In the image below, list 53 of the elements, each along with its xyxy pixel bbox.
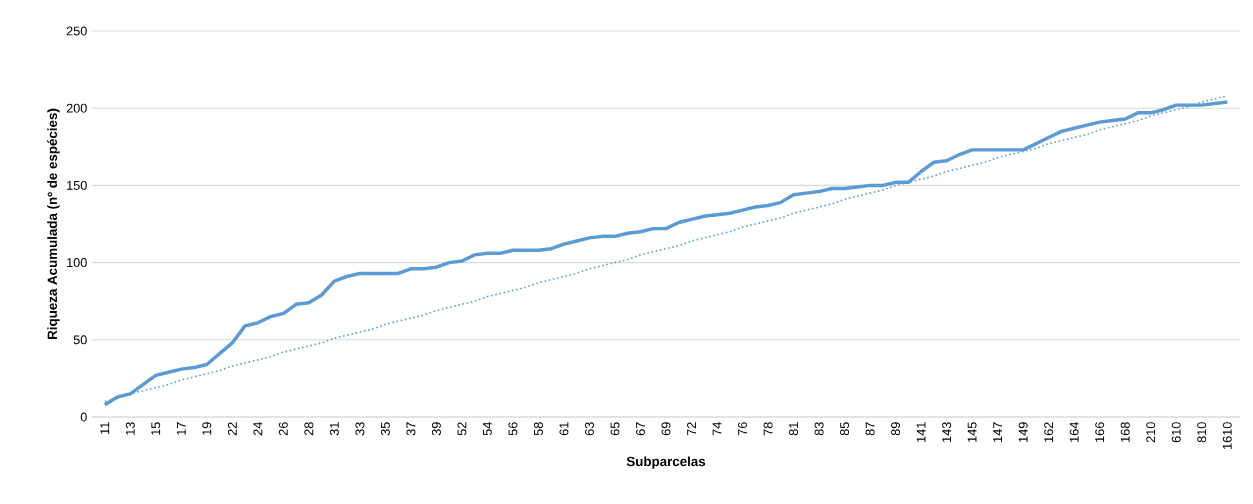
y-tick-label: 50 bbox=[73, 335, 87, 345]
x-tick-label: 13 bbox=[125, 422, 135, 435]
x-tick-label: 31 bbox=[329, 422, 339, 436]
x-axis-title: Subparcelas bbox=[626, 456, 706, 469]
x-tick-label: 76 bbox=[738, 422, 748, 436]
x-tick-label: 65 bbox=[610, 422, 620, 436]
x-tick-label: 19 bbox=[202, 422, 212, 435]
x-tick-label: 149 bbox=[1018, 422, 1028, 442]
x-tick-label: 83 bbox=[814, 422, 824, 436]
x-tick-label: 81 bbox=[789, 422, 799, 436]
x-tick-label: 210 bbox=[1146, 422, 1156, 443]
x-tick-label: 52 bbox=[457, 422, 467, 436]
x-tick-label: 11 bbox=[100, 422, 110, 434]
x-tick-label: 63 bbox=[584, 422, 594, 436]
x-tick-label: 78 bbox=[763, 422, 773, 436]
y-tick-label: 250 bbox=[66, 26, 87, 36]
x-tick-label: 37 bbox=[406, 422, 416, 436]
x-tick-label: 168 bbox=[1120, 422, 1130, 442]
x-tick-label: 1610 bbox=[1222, 422, 1232, 449]
y-tick-label: 200 bbox=[66, 103, 87, 113]
x-tick-label: 54 bbox=[483, 422, 492, 436]
x-tick-label: 85 bbox=[840, 422, 850, 436]
x-tick-label: 162 bbox=[1044, 422, 1054, 442]
x-tick-label: 810 bbox=[1197, 422, 1207, 443]
x-tick-label: 147 bbox=[993, 422, 1003, 442]
x-tick-label: 26 bbox=[278, 422, 288, 436]
x-tick-label: 22 bbox=[227, 422, 237, 436]
x-tick-label: 17 bbox=[176, 422, 186, 435]
x-tick-label: 28 bbox=[304, 422, 314, 436]
x-tick-label: 164 bbox=[1069, 422, 1079, 442]
x-tick-label: 67 bbox=[636, 422, 645, 436]
x-tick-label: 72 bbox=[687, 422, 696, 436]
x-tick-label: 87 bbox=[865, 422, 875, 436]
x-tick-label: 74 bbox=[712, 422, 722, 436]
y-axis-title: Riqueza Acumulada (nº de espécies) bbox=[47, 108, 60, 339]
x-tick-label: 61 bbox=[559, 422, 569, 436]
y-tick-label: 150 bbox=[67, 180, 87, 190]
x-tick-label: 69 bbox=[661, 422, 671, 436]
x-tick-label: 33 bbox=[355, 422, 365, 436]
x-tick-label: 56 bbox=[508, 422, 518, 436]
x-tick-label: 141 bbox=[916, 422, 926, 442]
x-tick-label: 610 bbox=[1171, 422, 1181, 443]
y-tick-label: 0 bbox=[80, 412, 87, 422]
x-tick-label: 24 bbox=[253, 422, 263, 436]
x-tick-label: 166 bbox=[1095, 422, 1105, 442]
x-tick-label: 89 bbox=[891, 422, 901, 436]
x-tick-label: 58 bbox=[533, 422, 543, 436]
x-tick-label: 15 bbox=[151, 422, 161, 435]
x-tick-label: 143 bbox=[942, 422, 952, 442]
x-tick-label: 39 bbox=[431, 422, 441, 436]
x-tick-label: 35 bbox=[380, 422, 390, 436]
y-tick-label: 100 bbox=[67, 258, 87, 268]
x-tick-label: 145 bbox=[967, 422, 977, 442]
